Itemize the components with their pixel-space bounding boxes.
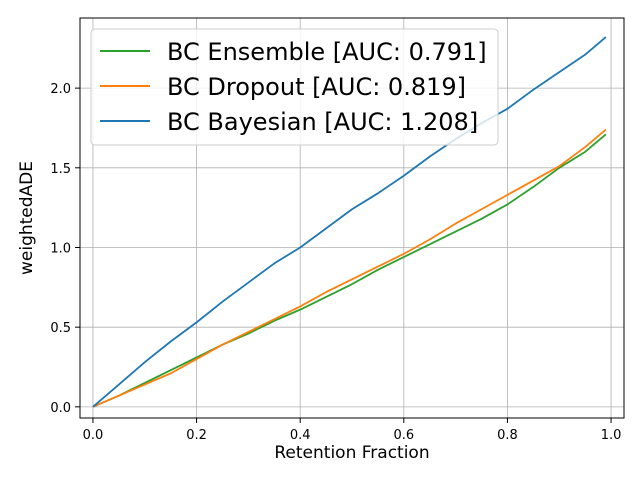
y-tick-label: 0.5 [50, 321, 71, 336]
x-tick-label: 0.4 [290, 428, 311, 443]
series-line [92, 133, 607, 408]
legend-entry-label: BC Ensemble [AUC: 0.791] [167, 38, 487, 66]
x-tick-label: 0.6 [393, 428, 414, 443]
y-tick-label: 1.5 [50, 162, 71, 177]
x-tick-label: 0.2 [186, 428, 207, 443]
y-axis-label: weightedADE [17, 161, 37, 275]
legend: BC Ensemble [AUC: 0.791] BC Dropout [AUC:… [90, 28, 499, 146]
y-tick-label: 1.0 [50, 241, 71, 256]
series-line [92, 128, 607, 408]
x-axis-label: Retention Fraction [274, 443, 429, 463]
x-axis-ticks: 0.0 0.2 0.4 0.6 0.8 1.0 [83, 418, 622, 443]
series-lines [92, 36, 607, 408]
y-tick-label: 0.0 [50, 401, 71, 416]
series-line [92, 36, 607, 408]
legend-box [90, 28, 499, 146]
y-axis-ticks: 0.0 0.5 1.0 1.5 2.0 [50, 82, 80, 416]
y-tick-label: 2.0 [50, 82, 71, 97]
x-tick-label: 0.0 [83, 428, 104, 443]
x-tick-label: 0.8 [497, 428, 518, 443]
legend-entry-label: BC Dropout [AUC: 0.819] [167, 73, 466, 101]
legend-entry-label: BC Bayesian [AUC: 1.208] [167, 108, 478, 136]
plot-area-frame [79, 17, 625, 419]
x-tick-label: 1.0 [601, 428, 622, 443]
